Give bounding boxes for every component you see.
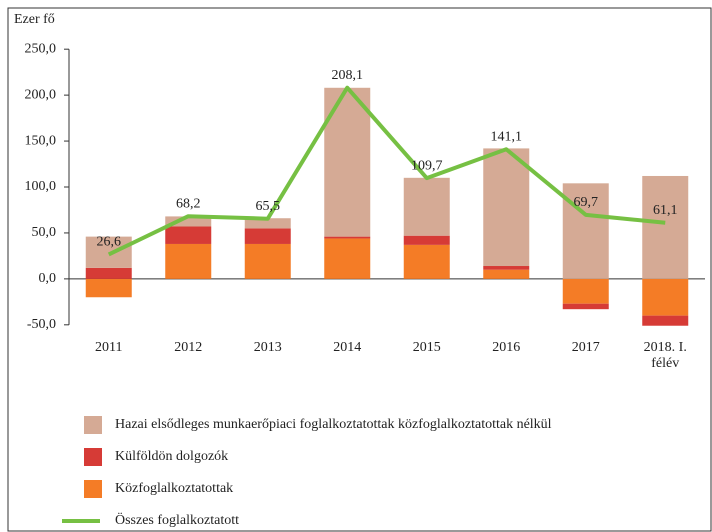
x-tick-label: 2013 xyxy=(253,340,282,355)
legend-label: Külföldön dolgozók xyxy=(115,449,228,464)
data-label: 141,1 xyxy=(491,129,523,144)
bar-segment xyxy=(403,177,450,236)
legend-label: Összes foglalkoztatott xyxy=(115,511,239,528)
bar-segment xyxy=(165,243,212,279)
bar-segment xyxy=(562,303,609,310)
y-tick-label: -50,0 xyxy=(27,317,56,332)
y-tick-label: 0,0 xyxy=(39,271,57,286)
y-tick-label: 50,0 xyxy=(32,225,57,240)
data-label: 65,5 xyxy=(256,199,281,214)
y-axis-label: Ezer fő xyxy=(14,12,55,27)
y-tick-label: 100,0 xyxy=(25,179,57,194)
data-label: 26,6 xyxy=(97,235,122,250)
x-tick-label: 2017 xyxy=(571,340,600,355)
bar-segment xyxy=(483,148,530,267)
bar-segment xyxy=(85,278,132,298)
x-tick-label: 2012 xyxy=(174,340,203,355)
bar-segment xyxy=(165,216,212,227)
x-tick-label: 2015 xyxy=(412,340,441,355)
bar-segment xyxy=(324,87,371,237)
bar-segment xyxy=(324,238,371,279)
data-label: 69,7 xyxy=(574,195,599,210)
bar-segment xyxy=(244,218,291,229)
bar-segment xyxy=(483,266,530,270)
data-label: 208,1 xyxy=(332,68,364,83)
x-tick-label: 2018. I. félév xyxy=(643,340,687,371)
bar-segment xyxy=(244,228,291,244)
bar-segment xyxy=(165,226,212,244)
legend-swatch xyxy=(84,480,102,498)
bar-segment xyxy=(85,267,132,279)
bar-segment xyxy=(562,183,609,279)
data-label: 61,1 xyxy=(653,203,678,218)
total-line xyxy=(107,85,666,257)
legend-swatch xyxy=(84,448,102,466)
y-tick-label: 200,0 xyxy=(25,87,57,102)
frame xyxy=(7,7,712,532)
bar-segment xyxy=(483,269,530,279)
x-tick-label: 2011 xyxy=(95,340,123,355)
legend-label: Hazai elsődleges munkaerőpiaci foglalkoz… xyxy=(115,417,552,432)
bar-segment xyxy=(642,175,689,279)
x-tick-label: 2014 xyxy=(333,340,362,355)
bar-segment xyxy=(403,235,450,245)
legend-swatch xyxy=(84,416,102,434)
x-tick-label: 2016 xyxy=(492,340,521,355)
data-label: 68,2 xyxy=(176,196,201,211)
bar-segment xyxy=(324,236,371,239)
bar-segment xyxy=(642,315,689,326)
bar-segment xyxy=(562,278,609,304)
legend-label: Közfoglalkoztatottak xyxy=(115,481,233,496)
y-tick-label: 150,0 xyxy=(25,133,57,148)
y-tick-label: 250,0 xyxy=(25,41,57,56)
bar-segment xyxy=(403,244,450,279)
data-label: 109,7 xyxy=(411,158,443,173)
bar-segment xyxy=(244,243,291,279)
bar-segment xyxy=(642,278,689,316)
